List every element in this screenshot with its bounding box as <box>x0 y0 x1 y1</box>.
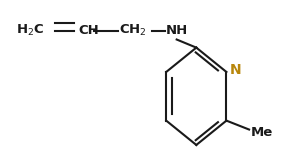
Text: CH$_2$: CH$_2$ <box>119 23 147 38</box>
Text: Me: Me <box>251 126 274 139</box>
Text: NH: NH <box>166 24 188 37</box>
Text: H$_2$C: H$_2$C <box>16 23 45 38</box>
Text: CH: CH <box>78 24 99 37</box>
Text: N: N <box>230 63 242 77</box>
